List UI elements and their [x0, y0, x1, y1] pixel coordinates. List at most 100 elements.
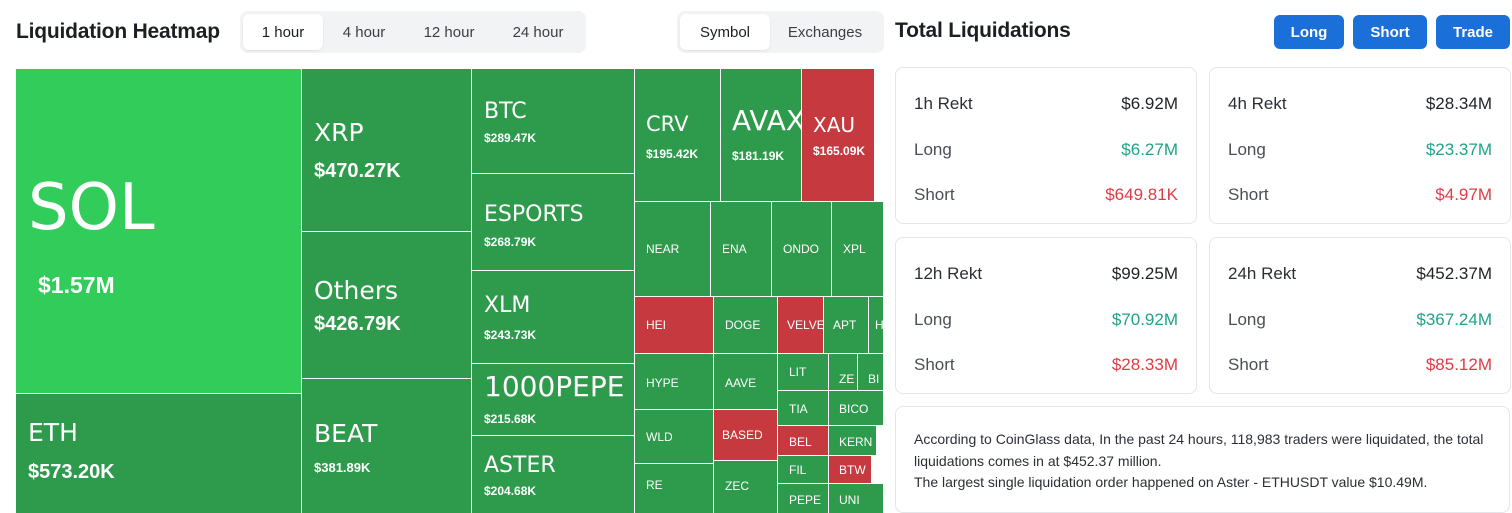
- short-label: Short: [914, 185, 955, 204]
- tile-value: $268.79K: [484, 235, 537, 249]
- long-label: Long: [1228, 310, 1266, 329]
- tile-symbol: ETH: [28, 418, 78, 447]
- tile-symbol: XRP: [314, 118, 364, 147]
- treemap-tile-lit[interactable]: LIT: [778, 354, 829, 391]
- tile-symbol: TIA: [789, 402, 808, 416]
- treemap-tile-doge[interactable]: DOGE: [714, 297, 778, 354]
- treemap-tile-ondo[interactable]: ONDO: [772, 202, 832, 297]
- trade-button[interactable]: Trade: [1436, 15, 1510, 49]
- treemap-tile-aave[interactable]: AAVE: [714, 354, 778, 410]
- time-range-tabs: 1 hour 4 hour 12 hour 24 hour: [240, 11, 586, 53]
- treemap-tile-beat[interactable]: BEAT $381.89K: [302, 379, 472, 513]
- treemap-tile-btc[interactable]: BTC $289.47K: [472, 69, 635, 174]
- tab-24-hour[interactable]: 24 hour: [493, 14, 583, 50]
- tile-symbol: DOGE: [725, 318, 761, 332]
- tile-symbol: AAVE: [725, 376, 757, 390]
- treemap-tile-bi[interactable]: BI: [858, 354, 884, 391]
- tile-symbol: BI: [868, 372, 880, 386]
- long-label: Long: [914, 310, 952, 329]
- treemap-tile-kern[interactable]: KERN: [829, 426, 877, 456]
- treemap-tile-xau[interactable]: XAU $165.09K: [802, 69, 875, 202]
- tile-symbol: ENA: [722, 242, 747, 256]
- treemap-tile-wld[interactable]: WLD: [635, 410, 714, 464]
- tile-symbol: SOL: [28, 171, 155, 245]
- tile-symbol: XLM: [484, 293, 531, 318]
- treemap-tile-1000pepe[interactable]: 1000PEPE $215.68K: [472, 364, 635, 436]
- tab-exchanges[interactable]: Exchanges: [770, 14, 880, 50]
- treemap-tile-h[interactable]: H: [869, 297, 884, 354]
- tile-symbol: BTW: [839, 463, 866, 477]
- tile-symbol: UNI: [839, 493, 860, 507]
- tile-symbol: H: [875, 318, 884, 332]
- tile-value: $289.47K: [484, 131, 537, 145]
- long-button[interactable]: Long: [1274, 15, 1344, 49]
- treemap-tile-avax[interactable]: AVAX $181.19K: [721, 69, 802, 202]
- tile-symbol: BTC: [484, 99, 527, 124]
- card-total: $28.34M: [1425, 94, 1492, 113]
- short-amount: $85.12M: [1425, 355, 1492, 374]
- treemap-tile-based[interactable]: BASED: [714, 410, 778, 461]
- tile-symbol: WLD: [646, 430, 673, 444]
- tab-4-hour[interactable]: 4 hour: [323, 14, 405, 50]
- treemap-tile-esports[interactable]: ESPORTS $268.79K: [472, 174, 635, 271]
- tab-symbol[interactable]: Symbol: [680, 14, 770, 50]
- rekt-card-4h: 4h Rekt $28.34M Long $23.37M Short $4.97M: [1209, 67, 1511, 224]
- tile-symbol: PEPE: [789, 493, 822, 507]
- treemap-tile-xpl[interactable]: XPL: [832, 202, 884, 297]
- treemap-tile-bel[interactable]: BEL: [778, 426, 829, 456]
- tile-symbol: APT: [833, 318, 857, 332]
- tile-symbol: HEI: [646, 318, 667, 332]
- treemap-tile-near[interactable]: NEAR: [635, 202, 711, 297]
- treemap-tile-aster[interactable]: ASTER $204.68K: [472, 436, 635, 513]
- tab-12-hour[interactable]: 12 hour: [405, 14, 493, 50]
- card-total: $6.92M: [1121, 94, 1178, 113]
- treemap-tile-ena[interactable]: ENA: [711, 202, 772, 297]
- treemap-tile-bico[interactable]: BICO: [829, 391, 884, 426]
- treemap-tile-xrp[interactable]: XRP $470.27K: [302, 69, 472, 232]
- tile-symbol: ZE: [839, 372, 855, 386]
- long-label: Long: [1228, 140, 1266, 159]
- short-button[interactable]: Short: [1353, 15, 1427, 49]
- treemap-tile-hei[interactable]: HEI: [635, 297, 714, 354]
- tile-symbol: FIL: [789, 463, 807, 477]
- short-label: Short: [1228, 185, 1269, 204]
- tile-symbol: BEAT: [314, 419, 378, 448]
- rekt-card-12h: 12h Rekt $99.25M Long $70.92M Short $28.33M: [895, 237, 1197, 394]
- rekt-card-24h: 24h Rekt $452.37M Long $367.24M Short $85.1…: [1209, 237, 1511, 394]
- treemap-tile-eth[interactable]: ETH $573.20K: [16, 394, 302, 513]
- tile-symbol: ONDO: [783, 242, 819, 256]
- treemap-tile-fil[interactable]: FIL: [778, 456, 829, 484]
- tile-symbol: NEAR: [646, 242, 680, 256]
- tile-symbol: LIT: [789, 365, 807, 379]
- tab-1-hour[interactable]: 1 hour: [243, 14, 323, 50]
- card-label: 12h Rekt: [914, 264, 983, 283]
- tile-value: $1.57M: [38, 272, 115, 298]
- rekt-card-1h: 1h Rekt $6.92M Long $6.27M Short $649.81K: [895, 67, 1197, 224]
- tile-value: $204.68K: [484, 484, 537, 498]
- tile-symbol: XPL: [843, 242, 866, 256]
- view-mode-tabs: Symbol Exchanges: [677, 11, 884, 53]
- treemap-tile-xlm[interactable]: XLM $243.73K: [472, 271, 635, 364]
- summary-largest-order: The largest single liquidation order hap…: [914, 474, 1428, 490]
- treemap-tile-velvet[interactable]: VELVET: [778, 297, 824, 354]
- treemap-tile-zec[interactable]: ZEC: [714, 461, 778, 513]
- treemap-tile-btw[interactable]: BTW: [829, 456, 872, 484]
- treemap-tile-hype[interactable]: HYPE: [635, 354, 714, 410]
- tile-value: $426.79K: [314, 313, 401, 335]
- treemap-tile-crv[interactable]: CRV $195.42K: [635, 69, 721, 202]
- tile-value: $215.68K: [484, 412, 537, 426]
- treemap-tile-sol[interactable]: SOL $1.57M: [16, 69, 302, 394]
- tile-value: $573.20K: [28, 461, 115, 483]
- tile-symbol: ESPORTS: [484, 202, 584, 227]
- tile-value: $165.09K: [813, 144, 866, 158]
- treemap-tile-tia[interactable]: TIA: [778, 391, 829, 426]
- treemap-tile-apt[interactable]: APT: [824, 297, 869, 354]
- tile-symbol: XAU: [813, 113, 856, 137]
- treemap-tile-others[interactable]: Others $426.79K: [302, 232, 472, 379]
- treemap-tile-pepe[interactable]: PEPE: [778, 484, 829, 513]
- treemap-tile-uni[interactable]: UNI: [829, 484, 884, 513]
- treemap-tile-ze[interactable]: ZE: [829, 354, 858, 391]
- tile-symbol: BASED: [722, 428, 763, 442]
- tile-value: $243.73K: [484, 328, 537, 342]
- treemap-tile-re[interactable]: RE: [635, 464, 714, 513]
